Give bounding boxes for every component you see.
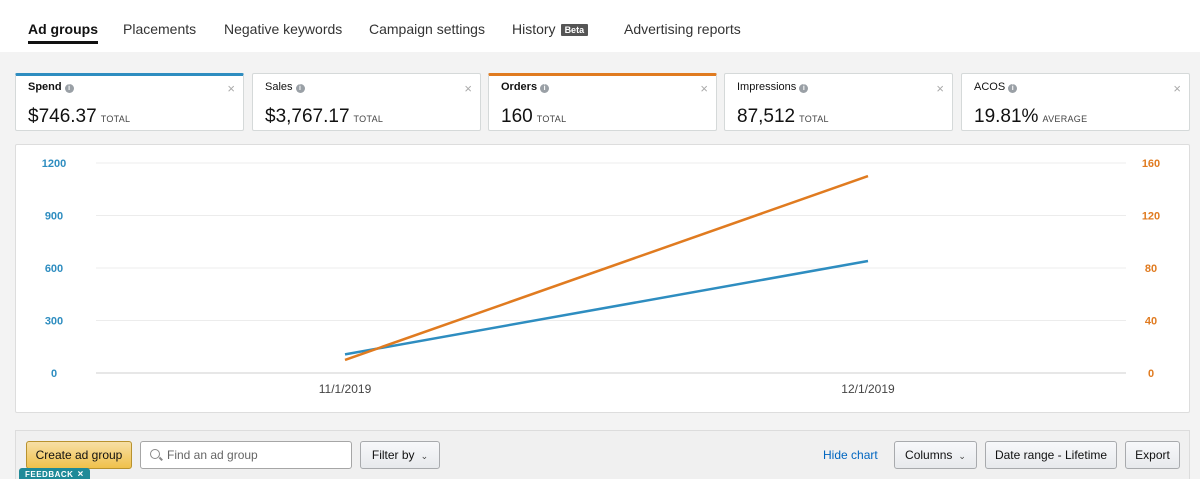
x-tick-label: 12/1/2019 bbox=[841, 382, 895, 396]
export-button[interactable]: Export bbox=[1125, 441, 1180, 469]
metric-card-sales[interactable]: Sales i × $3,767.17 TOTAL bbox=[252, 73, 481, 131]
metric-unit: TOTAL bbox=[799, 114, 829, 124]
tab-negative-keywords[interactable]: Negative keywords bbox=[224, 12, 342, 52]
close-icon[interactable]: × bbox=[1173, 81, 1181, 96]
metric-card-spend[interactable]: Spend i × $746.37 TOTAL bbox=[15, 73, 244, 131]
tab-advertising-reports[interactable]: Advertising reports bbox=[624, 12, 741, 52]
search-input[interactable] bbox=[167, 446, 347, 464]
metric-name: Impressions i bbox=[737, 81, 809, 93]
y-left-tick-label: 300 bbox=[45, 316, 63, 328]
metric-amount: 160 bbox=[501, 106, 533, 127]
filter-label: Filter by bbox=[371, 448, 415, 462]
y-left-tick-label: 0 bbox=[51, 368, 57, 380]
beta-badge: Beta bbox=[560, 24, 589, 36]
close-icon[interactable]: × bbox=[464, 81, 472, 96]
info-icon[interactable]: i bbox=[295, 84, 305, 93]
create-ad-group-button[interactable]: Create ad group bbox=[26, 441, 132, 469]
tab-label: Campaign settings bbox=[369, 21, 485, 37]
date-range-button[interactable]: Date range - Lifetime bbox=[985, 441, 1117, 469]
tab-placements[interactable]: Placements bbox=[123, 12, 196, 52]
metric-unit: TOTAL bbox=[353, 114, 384, 124]
metric-amount: 87,512 bbox=[737, 106, 796, 127]
y-right-tick-label: 120 bbox=[1142, 211, 1160, 223]
series-line-orders bbox=[344, 174, 869, 362]
metric-name: Spend i bbox=[28, 81, 74, 93]
metric-value: 160 TOTAL bbox=[501, 106, 566, 128]
metric-unit: AVERAGE bbox=[1042, 114, 1088, 124]
metric-amount: $746.37 bbox=[28, 106, 97, 127]
metric-label: Orders bbox=[501, 81, 538, 93]
metric-unit: TOTAL bbox=[536, 114, 567, 124]
close-icon[interactable]: × bbox=[227, 81, 235, 96]
search-icon bbox=[150, 449, 160, 459]
close-icon[interactable]: × bbox=[77, 469, 84, 479]
chevron-down-icon: ⌄ bbox=[958, 451, 966, 461]
info-icon[interactable]: i bbox=[64, 84, 74, 93]
feedback-tab[interactable]: FEEDBACK × bbox=[19, 468, 90, 479]
close-icon[interactable]: × bbox=[700, 81, 708, 96]
y-left-tick-label: 900 bbox=[45, 211, 63, 223]
metric-amount: $3,767.17 bbox=[265, 106, 350, 127]
y-right-tick-label: 160 bbox=[1142, 158, 1160, 170]
metric-label: ACOS bbox=[974, 81, 1006, 93]
chevron-down-icon: ⌄ bbox=[420, 451, 429, 461]
columns-label: Columns bbox=[905, 448, 953, 462]
x-tick-label: 11/1/2019 bbox=[319, 382, 372, 396]
metric-name: ACOS i bbox=[974, 81, 1018, 93]
metric-name: Sales i bbox=[265, 81, 305, 93]
search-box bbox=[140, 441, 352, 469]
metric-card-acos[interactable]: ACOS i × 19.81% AVERAGE bbox=[961, 73, 1190, 131]
chart-svg: 0 0 300 40 600 80 900 120 1200 160 11/1/2019 12/1/2… bbox=[42, 158, 1160, 396]
tab-label: History bbox=[512, 21, 556, 37]
y-left-tick-label: 600 bbox=[45, 263, 63, 275]
metric-card-impressions[interactable]: Impressions i × 87,512 TOTAL bbox=[724, 73, 953, 131]
performance-chart: 0 0 300 40 600 80 900 120 1200 160 11/1/2019 12/1/2… bbox=[15, 144, 1190, 413]
tab-label: Negative keywords bbox=[224, 21, 343, 37]
feedback-label: FEEDBACK bbox=[25, 470, 74, 479]
metric-value: $3,767.17 TOTAL bbox=[265, 106, 383, 128]
tab-bar: Ad groups Placements Negative keywords C… bbox=[0, 0, 1200, 52]
metric-name: Orders i bbox=[501, 81, 550, 93]
table-toolbar: Create ad group Filter by ⌄ Hide chart Co… bbox=[15, 430, 1190, 479]
tab-campaign-settings[interactable]: Campaign settings bbox=[369, 12, 485, 52]
y-left-tick-label: 1200 bbox=[42, 158, 66, 170]
close-icon[interactable]: × bbox=[936, 81, 944, 96]
tab-label: Placements bbox=[123, 21, 197, 37]
metric-value: 87,512 TOTAL bbox=[737, 106, 829, 128]
tab-label: Ad groups bbox=[28, 21, 98, 37]
series-line-spend bbox=[344, 259, 869, 356]
tab-label: Advertising reports bbox=[624, 21, 741, 37]
columns-button[interactable]: Columns ⌄ bbox=[894, 441, 977, 469]
metric-card-orders[interactable]: Orders i × 160 TOTAL bbox=[488, 73, 717, 131]
metric-label: Impressions bbox=[737, 81, 797, 93]
info-icon[interactable]: i bbox=[540, 84, 550, 93]
metric-value: 19.81% AVERAGE bbox=[974, 106, 1087, 128]
metric-unit: TOTAL bbox=[100, 114, 131, 124]
y-right-tick-label: 80 bbox=[1145, 263, 1157, 275]
hide-chart-link[interactable]: Hide chart bbox=[823, 448, 878, 462]
info-icon[interactable]: i bbox=[1008, 84, 1018, 93]
y-right-tick-label: 40 bbox=[1145, 316, 1157, 328]
tab-ad-groups[interactable]: Ad groups bbox=[28, 12, 98, 52]
tab-history[interactable]: History Beta bbox=[512, 12, 589, 52]
metric-label: Sales bbox=[265, 81, 293, 93]
metric-label: Spend bbox=[28, 81, 62, 93]
info-icon[interactable]: i bbox=[799, 84, 809, 93]
metric-value: $746.37 TOTAL bbox=[28, 106, 130, 128]
filter-by-button[interactable]: Filter by ⌄ bbox=[360, 441, 440, 469]
metric-amount: 19.81% bbox=[974, 106, 1039, 127]
y-right-tick-label: 0 bbox=[1148, 368, 1154, 380]
